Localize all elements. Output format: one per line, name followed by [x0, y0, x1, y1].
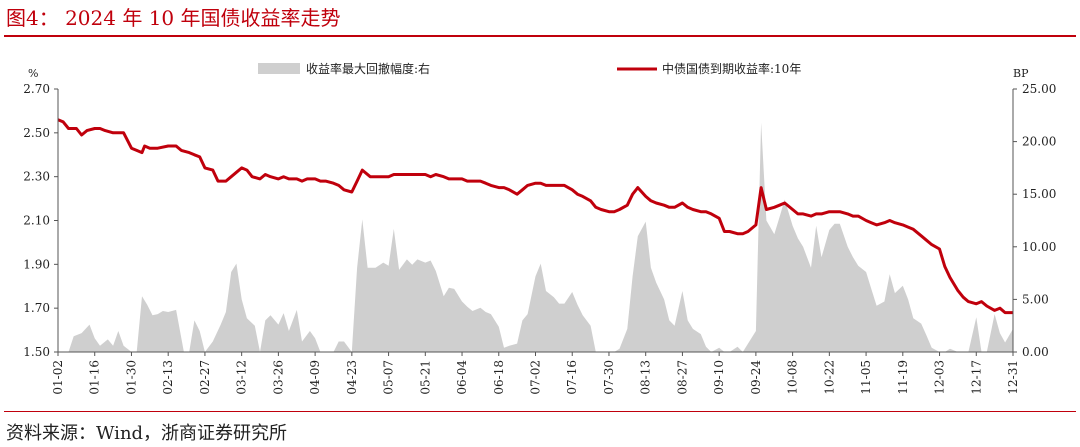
left-tick-label: 1.50: [23, 345, 50, 359]
legend-area-label: 收益率最大回撤幅度:右: [306, 61, 430, 76]
x-tick-label: 10-08: [786, 360, 800, 395]
left-tick-label: 1.90: [23, 257, 50, 271]
x-tick-label: 12-17: [969, 360, 983, 395]
x-tick-label: 07-16: [565, 360, 579, 395]
right-axis-unit: BP: [1013, 67, 1029, 80]
source-note: 资料来源：Wind，浙商证券研究所: [6, 423, 288, 444]
x-tick-label: 10-22: [822, 360, 836, 395]
x-tick-label: 05-07: [382, 360, 396, 395]
right-tick-label: 20.00: [1022, 135, 1056, 149]
x-tick-label: 11-19: [896, 360, 910, 395]
x-tick-label: 07-02: [529, 360, 543, 395]
x-tick-label: 09-24: [749, 360, 763, 395]
drawdown-area: [58, 122, 1013, 352]
figure-title: 图4： 2024 年 10 年国债收益率走势: [6, 6, 341, 30]
left-tick-label: 2.70: [23, 82, 50, 96]
x-tick-label: 09-10: [712, 360, 726, 395]
x-tick-label: 02-27: [198, 360, 212, 395]
x-tick-label: 12-03: [933, 360, 947, 395]
x-tick-label: 03-26: [271, 360, 285, 395]
x-tick-label: 03-12: [235, 360, 249, 395]
left-tick-label: 2.10: [23, 214, 50, 228]
right-tick-label: 5.00: [1022, 292, 1049, 306]
left-axis-unit: %: [28, 67, 38, 80]
x-tick-label: 01-30: [124, 360, 138, 395]
x-tick-label: 11-05: [859, 360, 873, 395]
x-tick-label: 07-30: [602, 360, 616, 395]
right-tick-label: 25.00: [1022, 82, 1056, 96]
yield-line-layer: [57, 118, 1013, 315]
x-tick-label: 02-13: [161, 360, 175, 395]
left-tick-label: 2.50: [23, 126, 50, 140]
legend-line-label: 中债国债到期收益率:10年: [662, 61, 801, 76]
x-tick-label: 06-04: [455, 360, 469, 395]
x-tick-label: 08-13: [639, 360, 653, 395]
x-tick-label: 04-23: [345, 360, 359, 395]
x-tick-label: 06-18: [492, 360, 506, 395]
source-divider: [4, 411, 1076, 412]
title-divider: [4, 35, 1076, 37]
right-tick-label: 0.00: [1022, 345, 1049, 359]
axes-layer: 1.50 1.70 1.90 2.10 2.30 2.50 2.70 0.00 5.00 10.0…: [23, 82, 1056, 395]
x-tick-label: 08-27: [675, 360, 689, 395]
right-tick-label: 15.00: [1022, 187, 1056, 201]
x-tick-label: 01-02: [51, 360, 65, 395]
right-tick-label: 10.00: [1022, 240, 1056, 254]
x-tick-label: 01-16: [88, 360, 102, 395]
legend-area-swatch: [258, 63, 300, 74]
left-tick-label: 1.70: [23, 301, 50, 315]
left-tick-label: 2.30: [23, 170, 50, 184]
legend: 收益率最大回撤幅度:右 中债国债到期收益率:10年: [258, 61, 801, 76]
x-tick-label: 05-21: [418, 360, 432, 395]
yield-chart: 1.50 1.70 1.90 2.10 2.30 2.50 2.70 0.00 5.00 10.0…: [23, 61, 1056, 395]
x-tick-label: 12-31: [1006, 360, 1020, 395]
yield-line: [57, 118, 1013, 315]
drawdown-area-layer: [58, 122, 1013, 352]
x-tick-label: 04-09: [308, 360, 322, 395]
